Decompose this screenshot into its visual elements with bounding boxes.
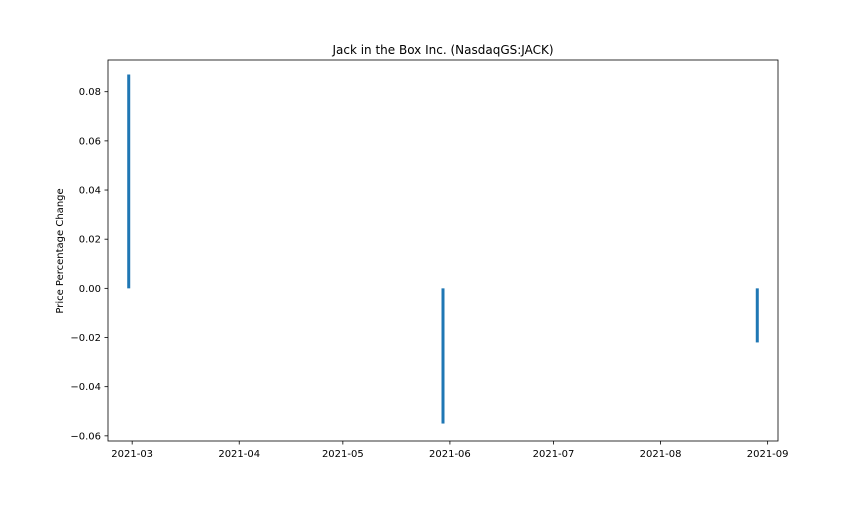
y-tick-label: −0.04 [70,382,101,393]
bars-group [127,74,759,424]
y-axis: 0.08 0.06 0.04 0.02 0.00 −0.02 −0.04 −0.06 [70,87,108,442]
bar [755,288,759,343]
y-tick-label: −0.06 [70,431,101,442]
x-axis: 2021-03 2021-04 2021-05 2021-06 2021-07 2021-… [111,441,789,460]
x-tick-label: 2021-05 [322,449,364,460]
y-tick-label: 0.00 [79,284,101,295]
y-axis-label: Price Percentage Change [55,188,66,313]
y-tick-label: 0.02 [79,235,101,246]
x-tick-label: 2021-09 [747,449,789,460]
y-tick-label: 0.06 [79,136,101,147]
x-tick-label: 2021-08 [640,449,682,460]
y-tick-label: 0.04 [79,186,101,197]
plot-frame [107,59,779,442]
chart-title: Jack in the Box Inc. (NasdaqGS:JACK) [331,43,553,57]
y-tick-label: −0.02 [70,333,101,344]
bar [441,288,445,424]
bar [127,74,131,289]
x-tick-label: 2021-04 [218,449,260,460]
x-tick-label: 2021-07 [533,449,575,460]
x-tick-label: 2021-03 [111,449,153,460]
y-tick-label: 0.08 [79,87,101,98]
x-tick-label: 2021-06 [429,449,471,460]
